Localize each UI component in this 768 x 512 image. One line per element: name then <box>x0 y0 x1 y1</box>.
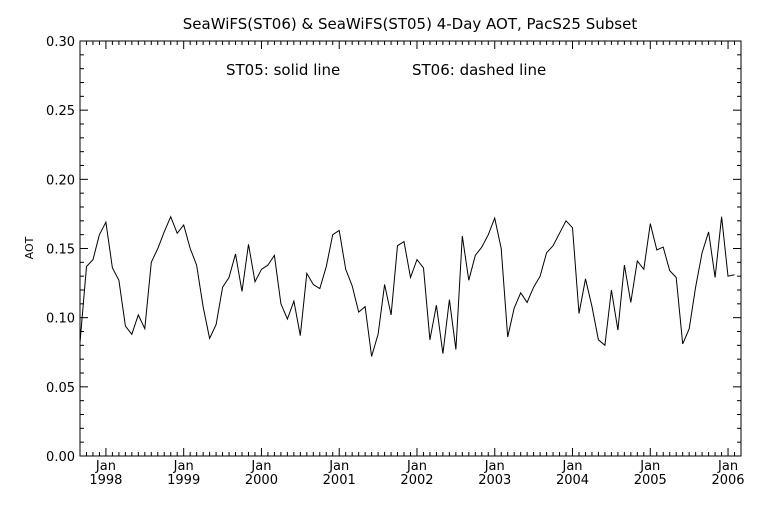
plot-frame <box>79 40 742 457</box>
y-tick-label: 0.05 <box>46 381 75 396</box>
x-tick-label-month: Jan <box>250 459 271 474</box>
chart-title: SeaWiFS(ST06) & SeaWiFS(ST05) 4-Day AOT,… <box>183 15 638 33</box>
y-tick-label: 0.15 <box>46 243 75 258</box>
x-axis: Jan1998Jan1999Jan2000Jan2001Jan2002Jan20… <box>79 41 745 488</box>
x-tick-label-month: Jan <box>484 459 505 474</box>
x-tick-label-year: 2000 <box>245 473 278 488</box>
series-line-solid <box>79 215 735 357</box>
x-tick-label-year: 1998 <box>89 473 122 488</box>
x-tick-label-month: Jan <box>717 459 738 474</box>
y-axis: 0.00 0.05 0.10 0.15 0.20 0.25 0.30 <box>46 35 741 465</box>
x-tick-label-month: Jan <box>328 459 349 474</box>
annotation-st06: ST06: dashed line <box>412 61 546 79</box>
x-tick-label-month: Jan <box>95 459 116 474</box>
x-tick-label-month: Jan <box>173 459 194 474</box>
x-tick-label-year: 2003 <box>478 473 511 488</box>
x-tick-label-year: 2006 <box>711 473 744 488</box>
x-tick-label-year: 2005 <box>634 473 667 488</box>
y-tick-label: 0.25 <box>46 104 75 119</box>
x-tick-label-month: Jan <box>561 459 582 474</box>
y-axis-label: AOT <box>23 236 36 259</box>
y-tick-label: 0.00 <box>46 450 75 465</box>
y-tick-label: 0.20 <box>46 173 75 188</box>
y-tick-label: 0.10 <box>46 312 75 327</box>
series-layer <box>79 215 735 357</box>
x-tick-label-year: 1999 <box>167 473 200 488</box>
y-tick-label: 0.30 <box>46 35 75 50</box>
x-tick-label-year: 2001 <box>323 473 356 488</box>
x-tick-label-month: Jan <box>406 459 427 474</box>
annotation-st05: ST05: solid line <box>226 61 340 79</box>
x-tick-label-month: Jan <box>639 459 660 474</box>
x-tick-label-year: 2002 <box>400 473 433 488</box>
x-tick-label-year: 2004 <box>556 473 589 488</box>
